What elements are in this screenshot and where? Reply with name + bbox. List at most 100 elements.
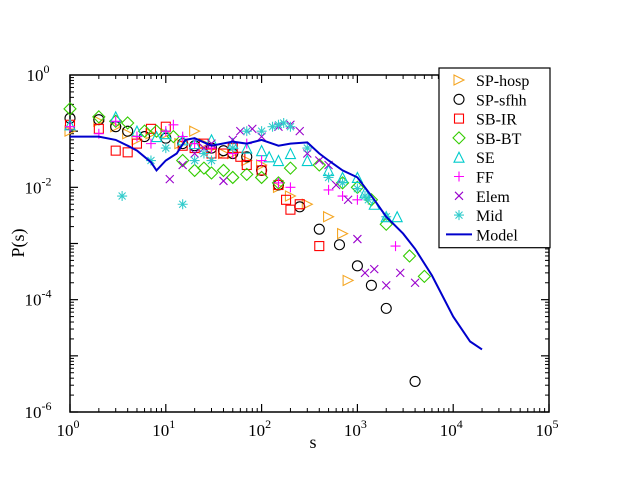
data-point bbox=[295, 126, 305, 136]
legend-label: FF bbox=[476, 170, 494, 187]
data-point bbox=[189, 125, 201, 138]
y-tick-label: 10-2 bbox=[25, 174, 52, 197]
data-point bbox=[110, 116, 121, 127]
data-point bbox=[149, 124, 164, 138]
data-point bbox=[301, 154, 314, 167]
data-point bbox=[301, 198, 314, 211]
data-point bbox=[241, 126, 252, 137]
data-point bbox=[159, 127, 172, 140]
data-point bbox=[178, 160, 188, 170]
data-point bbox=[381, 280, 391, 290]
data-point bbox=[337, 227, 349, 240]
data-point bbox=[379, 217, 394, 232]
data-point bbox=[206, 155, 217, 166]
data-point bbox=[369, 264, 379, 274]
legend-entry: SB-BT bbox=[452, 131, 522, 148]
series-sp-sfhh bbox=[64, 112, 421, 387]
data-point bbox=[267, 121, 278, 132]
data-point bbox=[352, 194, 363, 205]
data-point bbox=[314, 241, 325, 252]
legend-swatch bbox=[452, 131, 466, 145]
y-tick-label: 100 bbox=[27, 62, 50, 85]
data-point bbox=[160, 126, 171, 137]
data-point bbox=[351, 171, 364, 183]
data-point bbox=[254, 170, 269, 185]
data-point bbox=[145, 138, 156, 149]
x-tick-label: 104 bbox=[440, 417, 463, 440]
legend-label: SB-IR bbox=[476, 112, 517, 129]
legend-label: Elem bbox=[476, 189, 510, 206]
data-point bbox=[273, 119, 284, 130]
data-point bbox=[271, 176, 286, 190]
data-point bbox=[313, 223, 325, 235]
legend-swatch bbox=[453, 113, 465, 124]
data-point bbox=[235, 126, 245, 136]
legend-swatch bbox=[454, 171, 464, 182]
data-point bbox=[227, 143, 238, 154]
legend-entry: Mid bbox=[454, 208, 503, 225]
series-mid bbox=[117, 117, 392, 222]
data-point bbox=[225, 170, 240, 185]
data-point bbox=[417, 269, 432, 284]
legend-entry: SP-sfhh bbox=[453, 92, 527, 109]
data-point bbox=[365, 279, 377, 291]
data-point bbox=[395, 268, 405, 278]
data-point bbox=[256, 165, 267, 176]
model-line bbox=[70, 135, 483, 351]
data-point bbox=[241, 151, 253, 163]
data-point bbox=[122, 147, 133, 158]
data-point bbox=[363, 194, 374, 205]
data-point bbox=[198, 148, 209, 159]
data-point bbox=[190, 149, 200, 158]
data-point bbox=[402, 249, 417, 263]
data-point bbox=[323, 210, 335, 223]
data-point bbox=[256, 126, 267, 137]
legend-swatch bbox=[454, 191, 464, 201]
data-point bbox=[352, 183, 363, 194]
data-point bbox=[284, 147, 297, 160]
data-point bbox=[353, 234, 362, 244]
data-point bbox=[187, 163, 202, 178]
data-point bbox=[380, 302, 392, 314]
data-point bbox=[255, 144, 268, 157]
x-tick-label: 105 bbox=[536, 417, 559, 440]
data-point bbox=[333, 239, 346, 251]
data-point bbox=[314, 156, 324, 165]
data-point bbox=[337, 177, 348, 188]
legend-label: SP-hosp bbox=[476, 73, 529, 90]
data-point bbox=[337, 191, 348, 202]
data-point bbox=[177, 131, 188, 142]
data-point bbox=[391, 210, 404, 223]
series-model bbox=[70, 135, 483, 351]
data-point bbox=[189, 138, 200, 149]
legend-label: SP-sfhh bbox=[476, 92, 527, 109]
data-point bbox=[189, 155, 200, 166]
x-tick-label: 103 bbox=[344, 417, 367, 440]
data-point bbox=[263, 150, 276, 163]
legend-entry: SB-IR bbox=[453, 112, 517, 129]
data-point bbox=[204, 166, 219, 180]
data-point bbox=[166, 129, 181, 144]
data-point bbox=[63, 102, 77, 116]
legend-swatch bbox=[453, 93, 465, 105]
legend-box bbox=[438, 67, 551, 249]
data-point bbox=[294, 201, 306, 213]
legend-entry: SE bbox=[453, 150, 495, 167]
data-point bbox=[241, 159, 252, 171]
data-point bbox=[285, 204, 296, 215]
data-point bbox=[343, 195, 353, 205]
legend-label: SB-BT bbox=[476, 131, 522, 148]
data-point bbox=[145, 123, 157, 134]
data-point bbox=[285, 182, 296, 193]
data-point bbox=[207, 139, 216, 149]
data-point bbox=[122, 127, 134, 140]
legend-entry: SP-hosp bbox=[453, 73, 529, 90]
data-point bbox=[177, 199, 188, 210]
data-point bbox=[110, 145, 121, 156]
data-point bbox=[168, 119, 179, 130]
data-point bbox=[312, 158, 327, 172]
legend-swatch bbox=[453, 74, 466, 86]
data-point bbox=[92, 110, 106, 124]
x-tick-label: 102 bbox=[248, 417, 271, 440]
